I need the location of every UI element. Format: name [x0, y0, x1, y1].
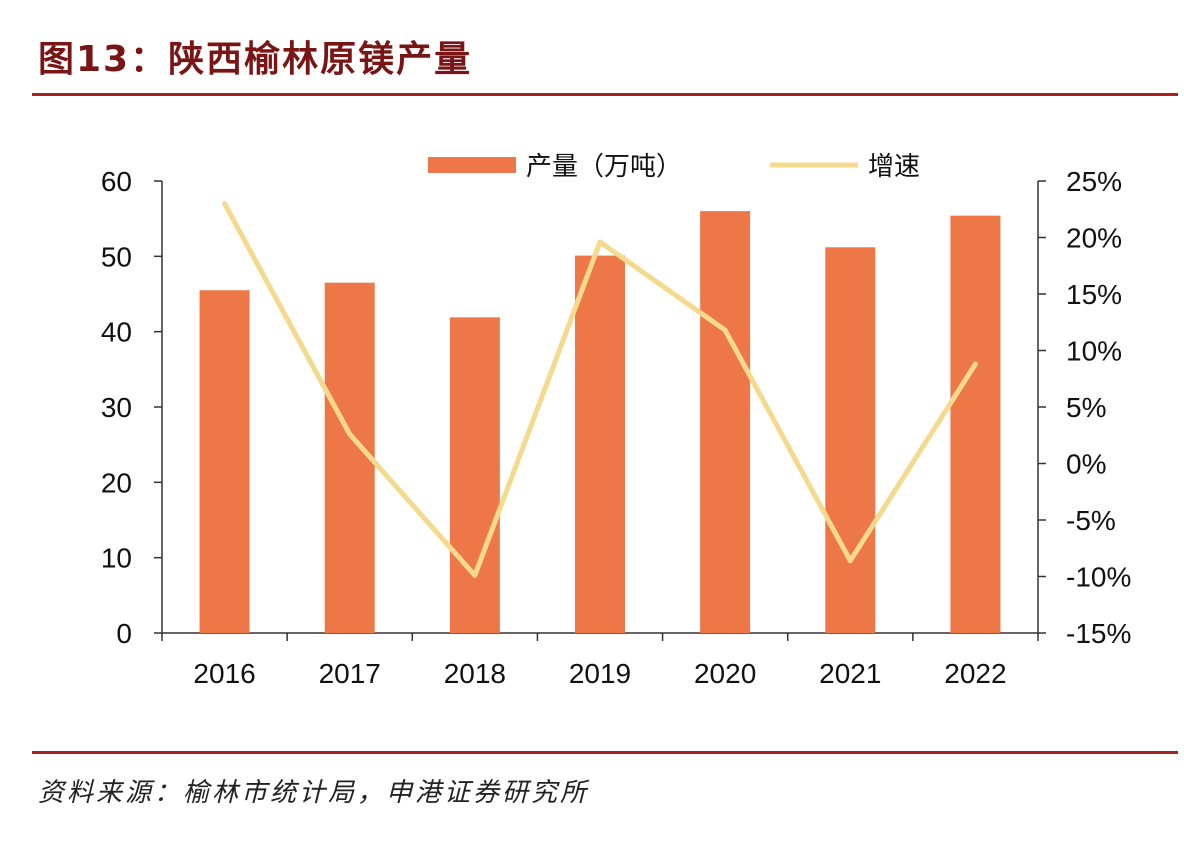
line-point [722, 327, 728, 333]
bar [825, 247, 876, 633]
y2-tick-label: 25% [1066, 166, 1122, 197]
x-tick-label: 2022 [944, 658, 1006, 689]
x-tick-label: 2016 [193, 658, 255, 689]
y2-tick-label: -5% [1066, 505, 1116, 536]
y-tick-label: 60 [101, 166, 132, 197]
x-tick-label: 2017 [319, 658, 381, 689]
figure-title: 图13：陕西榆林原镁产量 [38, 39, 473, 80]
bar [199, 290, 250, 633]
line-point [847, 558, 853, 564]
line-point [597, 239, 603, 245]
line-series [222, 201, 978, 578]
x-tick-label: 2021 [819, 658, 881, 689]
y-tick-label: 20 [101, 467, 132, 498]
y-tick-label: 50 [101, 241, 132, 272]
y2-tick-label: -15% [1066, 618, 1131, 649]
line-point [222, 201, 228, 207]
y2-tick-label: 10% [1066, 336, 1122, 367]
title-rule [32, 93, 1178, 96]
y-tick-label: 10 [101, 543, 132, 574]
y-tick-label: 40 [101, 317, 132, 348]
bar [324, 282, 375, 633]
source-note: 资料来源：榆林市统计局，申港证券研究所 [38, 778, 590, 808]
x-tick-label: 2018 [444, 658, 506, 689]
y2-tick-label: -10% [1066, 562, 1131, 593]
x-tick-label: 2020 [694, 658, 756, 689]
legend-label-bar: 产量（万吨） [526, 152, 682, 182]
bar [449, 317, 500, 633]
y2-tick-label: 20% [1066, 223, 1122, 254]
legend-swatch-bar [428, 157, 516, 173]
y-tick-label: 30 [101, 392, 132, 423]
line-point [472, 572, 478, 578]
bar [950, 215, 1001, 634]
bar [700, 211, 751, 633]
legend-label-line: 增速 [868, 152, 920, 182]
line-point [347, 431, 353, 437]
y-tick-label: 0 [116, 618, 132, 649]
x-tick-label: 2019 [569, 658, 631, 689]
tick-labels: 0 10 20 30 40 50 60 -15% -10% -5% 0% 5% 10% 15% 20% 25%… [101, 166, 1132, 689]
y2-tick-label: 0% [1066, 449, 1106, 480]
bar-series [199, 211, 1001, 634]
legend: 产量（万吨） 增速 [428, 152, 920, 182]
source-rule [32, 751, 1178, 754]
bar [575, 255, 625, 633]
y2-tick-label: 5% [1066, 392, 1106, 423]
y2-tick-label: 15% [1066, 279, 1122, 310]
line-point [972, 361, 978, 367]
